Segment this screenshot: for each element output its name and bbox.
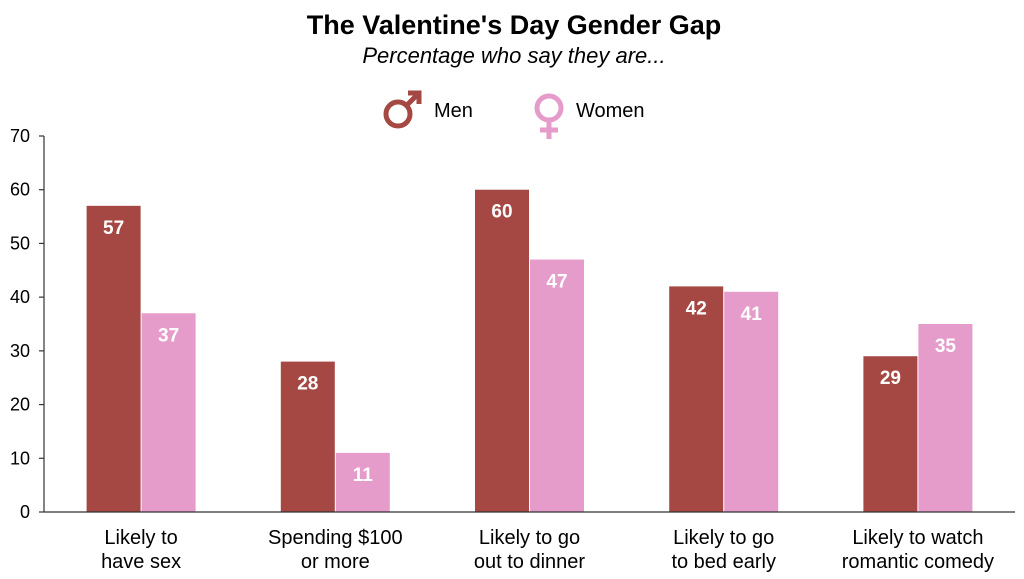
bar-women	[724, 291, 779, 512]
bars	[86, 189, 973, 513]
category-label: Likely to go	[673, 527, 774, 549]
data-label: 57	[103, 218, 124, 239]
bar-men	[669, 286, 724, 512]
data-label: 11	[353, 465, 374, 486]
legend-label-men: Men	[434, 100, 473, 122]
data-label: 29	[880, 368, 901, 389]
female-symbol-icon	[534, 93, 564, 139]
category-label: romantic comedy	[842, 551, 994, 573]
bar-men	[863, 356, 918, 512]
category-label: out to dinner	[474, 551, 586, 573]
legend-label-women: Women	[576, 100, 645, 122]
bar-men	[280, 361, 335, 512]
chart-title: The Valentine's Day Gender Gap	[307, 10, 722, 40]
category-label: have sex	[101, 551, 181, 573]
y-tick-label: 10	[10, 448, 30, 468]
value-labels: 57 37 28 11 60 47 42 41 29 35	[103, 202, 956, 486]
data-label: 42	[686, 298, 707, 319]
bar-women	[141, 313, 196, 512]
category-label: Likely to go	[479, 527, 580, 549]
legend: Men Women	[383, 90, 645, 139]
data-label: 28	[297, 374, 318, 395]
y-tick-label: 50	[10, 233, 30, 253]
male-symbol-icon	[383, 90, 422, 129]
bar-men	[475, 189, 529, 512]
y-tick-label: 0	[20, 502, 30, 522]
bar-men	[86, 205, 141, 513]
y-axis-ticks: 0 10 20 30 40 50 60 70	[10, 126, 44, 522]
data-label: 60	[491, 202, 512, 223]
y-tick-label: 70	[10, 126, 30, 146]
y-tick-label: 20	[10, 395, 30, 415]
chart-subtitle: Percentage who say they are...	[362, 43, 665, 68]
y-tick-label: 30	[10, 341, 30, 361]
category-label: Likely to watch	[852, 527, 983, 549]
category-label: Spending $100	[268, 527, 403, 549]
data-label: 41	[741, 304, 763, 325]
y-tick-label: 60	[10, 180, 30, 200]
category-label: to bed early	[671, 551, 776, 573]
data-label: 47	[546, 272, 567, 293]
y-tick-label: 40	[10, 287, 30, 307]
category-label: or more	[301, 551, 370, 573]
category-label: Likely to	[104, 527, 177, 549]
data-label: 35	[935, 336, 957, 357]
bar-women	[918, 324, 973, 512]
bar-women	[335, 452, 390, 512]
bar-women	[530, 259, 584, 512]
data-label: 37	[158, 325, 179, 346]
